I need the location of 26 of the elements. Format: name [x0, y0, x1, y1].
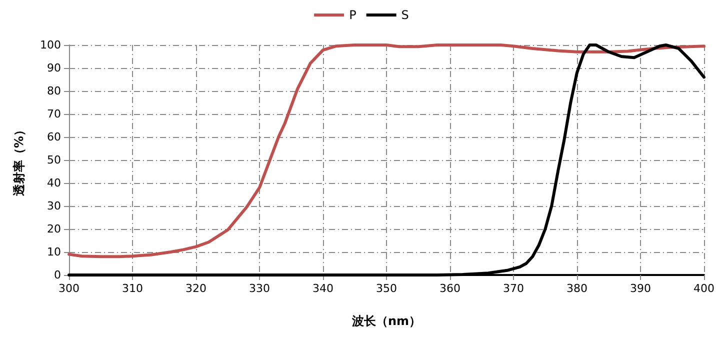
x-tick-label: 370	[503, 282, 524, 295]
y-tick-label: 20	[47, 222, 61, 236]
x-tick-label: 380	[566, 282, 588, 295]
x-tick-label: 340	[312, 282, 334, 295]
y-tick-label: 50	[47, 154, 61, 166]
y-tick-label: 0	[54, 268, 61, 282]
x-tick-label: 360	[440, 282, 460, 295]
x-tick-label: 400	[694, 282, 714, 295]
y-tick-label: 30	[47, 200, 61, 212]
y-tick-label: 10	[47, 246, 61, 258]
legend-label: S	[401, 8, 409, 22]
x-tick-label: 320	[186, 282, 206, 295]
x-tick-label: 300	[58, 282, 80, 295]
y-tick-label: 80	[47, 84, 61, 98]
y-tick-label: 40	[47, 176, 61, 190]
y-axis-title: 透射率（%）	[12, 124, 26, 198]
x-tick-label: 310	[122, 282, 143, 295]
y-tick-label: 70	[47, 108, 61, 120]
legend-label: P	[349, 8, 356, 22]
y-tick-label: 100	[40, 38, 61, 52]
y-tick-label: 60	[47, 130, 61, 144]
x-tick-label: 350	[376, 282, 397, 295]
x-axis-title: 波长（nm）	[350, 314, 422, 328]
x-tick-label: 330	[249, 282, 270, 295]
x-tick-label: 390	[630, 282, 651, 295]
y-tick-label: 90	[47, 62, 61, 74]
